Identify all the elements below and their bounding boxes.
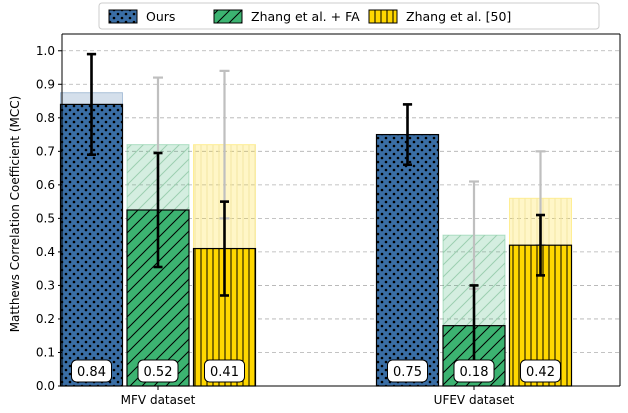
y-tick-label: 0.3 [36,278,55,292]
bar-hatch [375,133,440,387]
legend-label: Ours [146,9,175,24]
value-label: 0.18 [460,365,489,380]
value-label-box [137,359,179,383]
legend-swatch-hatch [368,9,398,24]
y-tick-label: 0.6 [36,178,55,192]
y-tick-label: 0.1 [36,345,55,359]
bars [59,103,573,387]
y-tick-label: 0.0 [36,379,55,393]
value-label-box [520,359,561,383]
value-label-box [453,359,495,383]
y-tick-label: 0.7 [36,144,55,158]
y-tick-label: 0.4 [36,245,55,259]
legend-swatch-hatch [108,9,138,24]
error-bars [87,52,545,368]
y-tick-label: 0.9 [36,77,55,91]
y-tick-label: 0.8 [36,111,55,125]
x-tick-label: UFEV dataset [434,393,515,407]
value-label-box [71,359,112,383]
value-label-box [387,359,428,383]
legend-swatch-hatch [213,9,243,24]
value-label: 0.75 [393,365,422,380]
y-tick-label: 0.5 [36,211,55,225]
value-label: 0.52 [144,365,173,380]
y-tick-label: 0.2 [36,312,55,326]
x-tick-label: MFV dataset [121,393,196,407]
legend-label: Zhang et al. + FA [251,9,360,24]
value-label: 0.41 [210,365,239,380]
legend-label: Zhang et al. [50] [406,9,511,24]
y-tick-label: 1.0 [36,44,55,58]
axes: 0.0 0.1 0.2 0.3 0.4 0.5 0.6 0.7 0.8 0.9 1.0 MFV dat… [36,33,621,407]
value-label-box [204,359,245,383]
legend: Ours Zhang et al. + FA Zhang et al. [50] [98,2,600,30]
value-label: 0.84 [77,365,106,380]
value-label: 0.42 [526,365,555,380]
value-labels: 0.84 0.75 0.52 0.18 0.41 0.42 [71,359,561,383]
y-axis-label: Matthews Correlation Coefficient (MCC) [8,96,22,333]
